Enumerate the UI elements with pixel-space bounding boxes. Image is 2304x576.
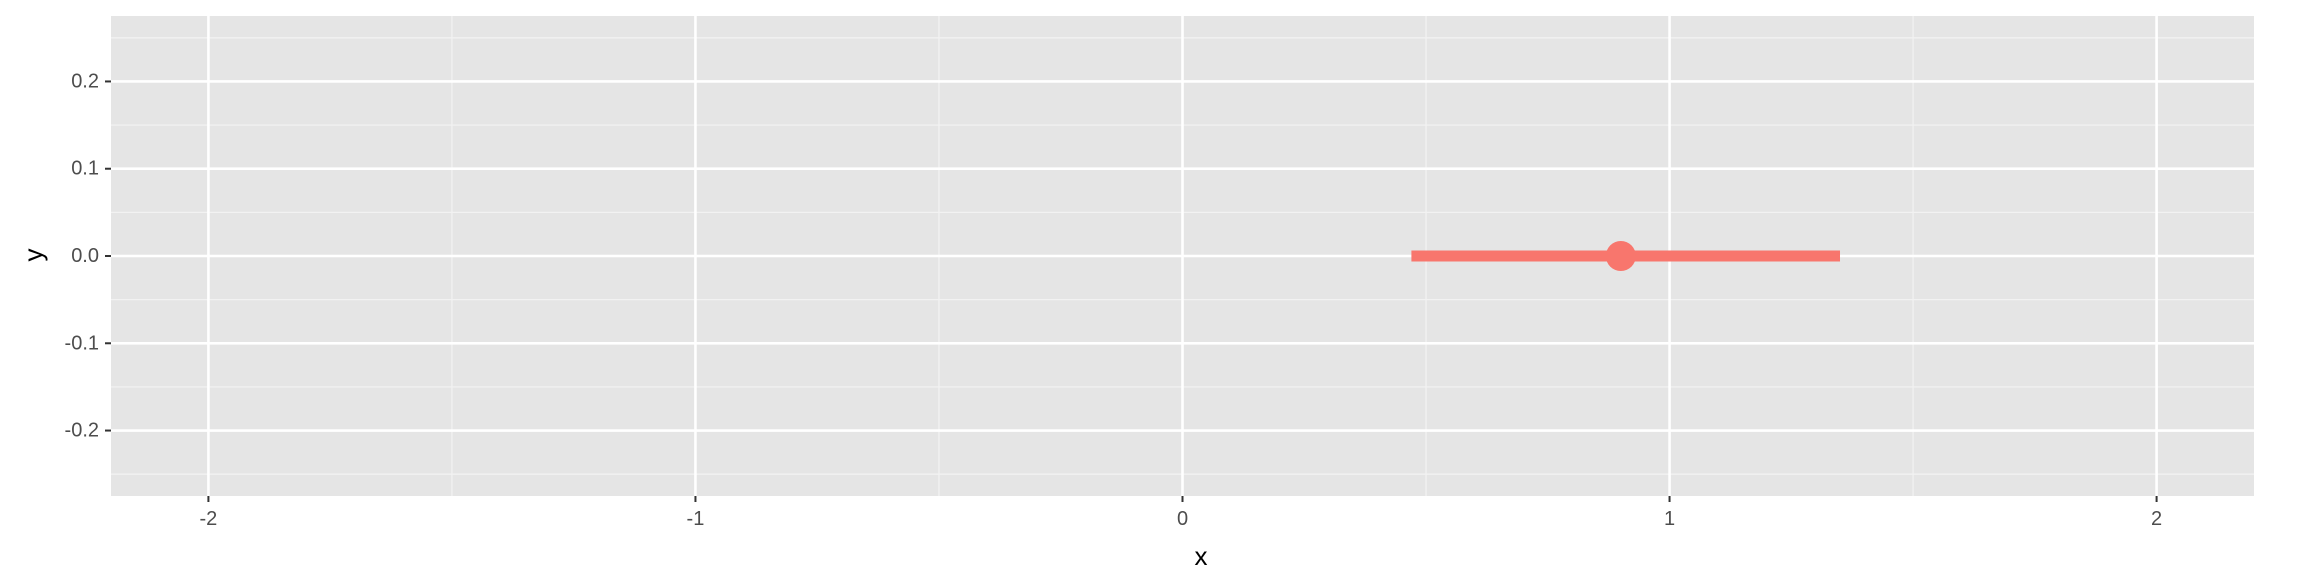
y-tick-label: 0.1	[71, 158, 99, 180]
y-axis: -0.2 -0.1 0.0 0.1 0.2	[65, 70, 111, 442]
y-axis-title: y	[18, 249, 48, 262]
y-tick-label: 0.2	[71, 70, 99, 92]
data-marks	[1411, 241, 1841, 271]
x-tick-label: -1	[687, 508, 705, 530]
y-tick-label: 0.0	[71, 245, 99, 267]
major-gridlines	[111, 16, 2254, 496]
x-axis-title: x	[1195, 541, 1208, 571]
y-tick-label: -0.1	[65, 332, 99, 354]
x-tick-label: 2	[2151, 508, 2162, 530]
data-point	[1605, 241, 1636, 271]
y-tick-label: -0.2	[65, 420, 99, 442]
x-tick-label: 0	[1177, 508, 1188, 530]
x-tick-label: -2	[200, 508, 218, 530]
x-axis: -2 -1 0 1 2	[200, 496, 2162, 530]
x-tick-label: 1	[1664, 508, 1675, 530]
